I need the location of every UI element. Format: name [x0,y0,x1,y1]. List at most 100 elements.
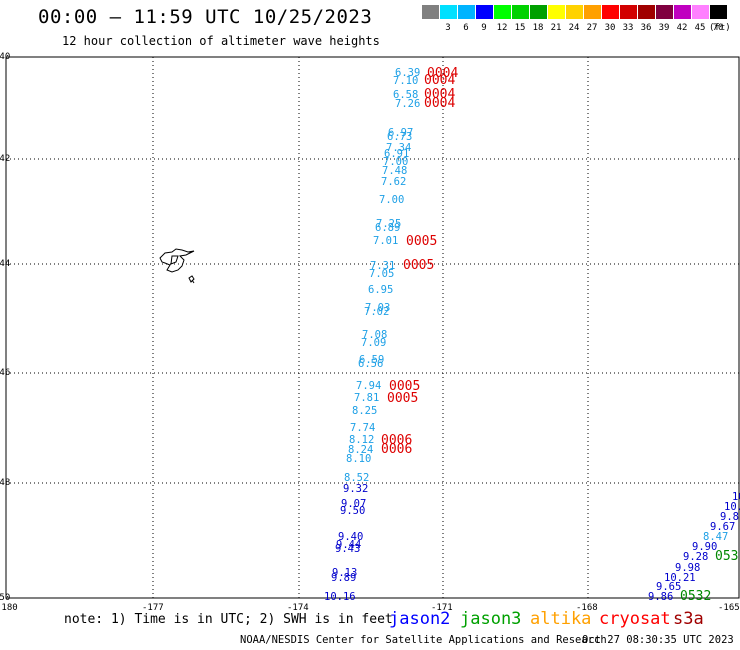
wave-height-value: 7.31 [370,260,396,272]
longitude-label: -180 [0,603,18,613]
pass-time-label: 0006 [381,433,413,448]
latitude-label: -48 [0,478,11,488]
pass-time-label: 0005 [387,391,419,406]
color-swatch [548,5,565,19]
color-scale-label: 15 [514,23,526,33]
island-outline [159,248,195,284]
color-swatch [458,5,475,19]
wave-height-value: 7.01 [373,235,399,247]
legend-cryosat: cryosat [599,609,671,629]
color-swatch [584,5,601,19]
wave-height-value: 9.13 [332,567,358,579]
wave-height-value: 9.28 [683,551,709,563]
wave-height-value: 7.26 [395,98,421,110]
color-scale-label: 70 [712,23,724,33]
wave-height-value: 10.16 [324,591,356,603]
color-scale-label: 45 [694,23,706,33]
color-swatch [512,5,529,19]
map-title: 00:00 – 11:59 UTC 10/25/2023 [38,6,373,28]
wave-height-value: 9.98 [675,562,701,574]
wave-height-value: 9.89 [331,572,357,584]
legend-jason2: jason2 [389,609,451,629]
wave-height-value: 9.43 [335,543,361,555]
color-scale-label: 33 [622,23,634,33]
wave-height-value: 10.21 [664,572,696,584]
wave-height-value: 8.12 [349,434,375,446]
color-swatch [422,5,439,19]
legend-altika: altika [530,609,592,629]
wave-height-value: 7.03 [365,302,391,314]
legend-s3a: s3a [673,609,704,629]
wave-height-value: 7.74 [350,422,376,434]
wave-height-value: 9.65 [656,581,682,593]
generated-timestamp: Oct 27 08:30:35 UTC 2023 [582,634,734,646]
credit-text: NOAA/NESDIS Center for Satellite Applica… [240,634,607,646]
wave-height-value: 6.59 [359,354,385,366]
color-swatch [710,5,727,19]
wave-height-value: 9.40 [338,531,364,543]
wave-height-value: 6.89 [375,222,401,234]
legend-jason3: jason3 [460,609,522,629]
pass-time-label: 0005 [389,379,421,394]
color-scale-label: 39 [658,23,670,33]
map-subtitle: 12 hour collection of altimeter wave hei… [62,34,380,48]
wave-height-value: 7.00 [379,194,405,206]
color-swatch [674,5,691,19]
pass-time-label: 0004 [427,66,459,81]
wave-height-value: 6.73 [387,131,413,143]
color-scale-label: 18 [532,23,544,33]
pass-time-label: 053 [715,549,739,564]
color-scale-label: 30 [604,23,616,33]
wave-height-value: 7.02 [364,306,390,318]
wave-height-value: 7.10 [393,75,419,87]
pass-time-label: 0005 [403,258,435,273]
latitude-label: -40 [0,52,11,62]
wave-height-value: 10 [732,491,740,503]
graticule [6,57,739,598]
longitude-label: -168 [576,603,598,613]
color-swatch [476,5,493,19]
longitude-label: -174 [287,603,309,613]
color-swatch [620,5,637,19]
wave-height-value: 8.52 [344,472,370,484]
color-scale-label: 36 [640,23,652,33]
wave-height-value: 7.08 [362,329,388,341]
pass-time-label: 0005 [406,234,438,249]
color-scale-label: 42 [676,23,688,33]
wave-height-value: 8.47 [703,531,729,543]
color-swatch [440,5,457,19]
wave-height-value: 6.95 [368,284,394,296]
color-swatch [638,5,655,19]
wave-height-value: 6.39 [395,67,421,79]
longitude-label: -177 [142,603,164,613]
wave-height-value: 9.90 [692,541,718,553]
wave-height-value: 7.94 [356,380,382,392]
wave-height-value: 7.81 [354,392,380,404]
color-scale-label: 21 [550,23,562,33]
color-swatch [566,5,583,19]
wave-height-value: 9.44 [336,539,362,551]
wave-height-value: 9.67 [710,521,736,533]
color-scale-label: 27 [586,23,598,33]
wave-height-value: 7.34 [386,142,412,154]
latitude-label: -50 [0,593,11,603]
wave-height-value: 8.10 [346,453,372,465]
wave-height-value: 8.25 [352,405,378,417]
color-swatch [692,5,709,19]
wave-height-value: 7.00 [383,156,409,168]
latitude-label: -46 [0,368,11,378]
wave-height-value: 7.09 [361,337,387,349]
footnote: note: 1) Time is in UTC; 2) SWH is in fe… [64,612,393,627]
color-swatch [494,5,511,19]
wave-height-value: 7.62 [381,176,407,188]
wave-height-value: 9.07 [341,498,367,510]
pass-time-label: 0004 [424,73,456,88]
wave-height-value: 6.91 [384,148,410,160]
color-scale-label: 6 [463,23,469,33]
color-scale-label: 12 [496,23,508,33]
color-swatch [602,5,619,19]
pass-time-label: 0004 [424,87,456,102]
longitude-label: -165 [718,603,740,613]
